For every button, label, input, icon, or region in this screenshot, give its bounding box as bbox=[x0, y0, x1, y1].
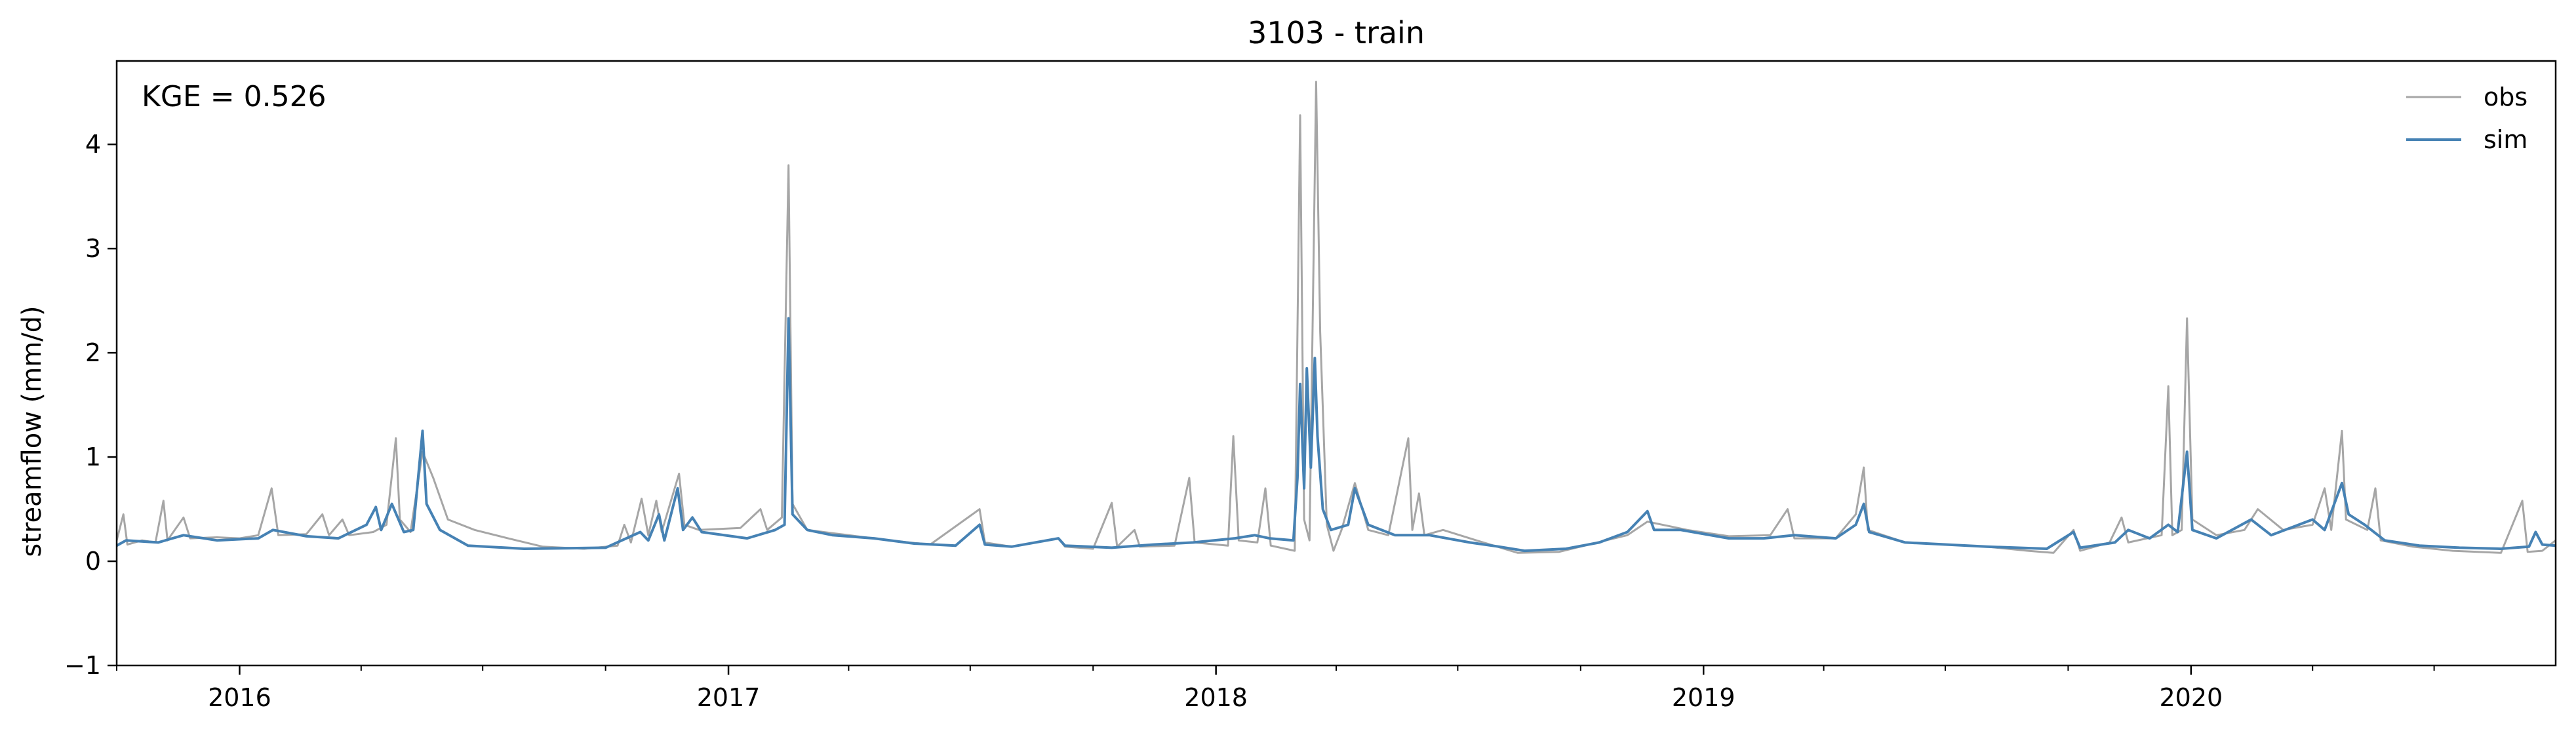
y-tick-label: 0 bbox=[85, 547, 101, 576]
legend-label-sim: sim bbox=[2484, 125, 2527, 154]
series-layer bbox=[117, 81, 2556, 554]
y-tick-label: 4 bbox=[85, 130, 101, 159]
series-line-obs bbox=[117, 81, 2556, 554]
y-tick-label: 1 bbox=[85, 443, 101, 471]
legend-label-obs: obs bbox=[2484, 83, 2527, 111]
x-tick-label: 2017 bbox=[697, 683, 761, 712]
x-tick-label: 2016 bbox=[208, 683, 271, 712]
chart-title: 3103 - train bbox=[1248, 15, 1425, 50]
x-tick-label: 2019 bbox=[1672, 683, 1735, 712]
y-axis-label: streamflow (mm/d) bbox=[17, 306, 47, 557]
kge-annotation: KGE = 0.526 bbox=[142, 80, 327, 113]
y-tick-label: 2 bbox=[85, 338, 101, 367]
y-tick-label: −1 bbox=[64, 651, 101, 680]
legend: obs sim bbox=[2406, 83, 2527, 154]
y-tick-label: 3 bbox=[85, 234, 101, 263]
axes-layer: −1 0 1 2 3 4 2016 2017 2018 2019 2020 bbox=[64, 130, 2435, 712]
x-tick-label: 2020 bbox=[2159, 683, 2223, 712]
x-tick-label: 2018 bbox=[1184, 683, 1248, 712]
series-line-sim bbox=[117, 317, 2556, 553]
plot-frame bbox=[115, 60, 2557, 667]
